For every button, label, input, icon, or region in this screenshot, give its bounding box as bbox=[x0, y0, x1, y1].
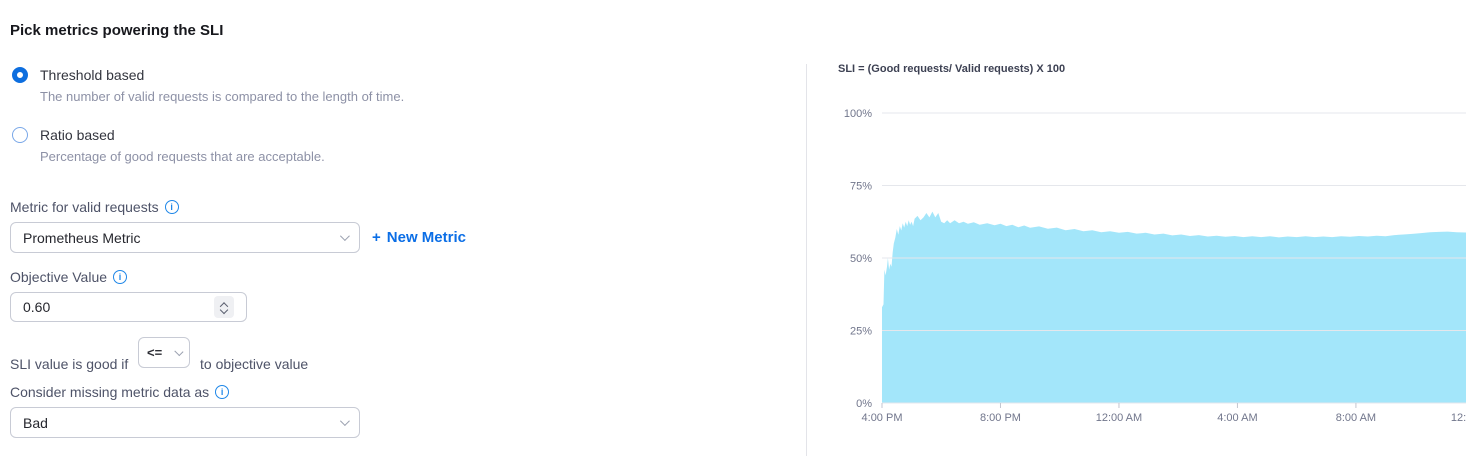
radio-option-threshold-based[interactable]: Threshold based bbox=[12, 67, 144, 83]
objective-value-input[interactable]: 0.60 bbox=[10, 292, 247, 322]
number-stepper[interactable] bbox=[214, 296, 234, 318]
missing-data-label-text: Consider missing metric data as bbox=[10, 384, 210, 400]
x-tick-label: 8:00 AM bbox=[1336, 412, 1376, 424]
x-tick-label: 4:00 AM bbox=[1217, 412, 1257, 424]
objective-value-text: 0.60 bbox=[23, 299, 51, 315]
radio-label[interactable]: Threshold based bbox=[40, 67, 145, 83]
radio-label[interactable]: Ratio based bbox=[40, 127, 115, 143]
y-tick-label: 0% bbox=[856, 398, 872, 410]
condition-prefix: SLI value is good if bbox=[10, 356, 129, 372]
chevron-down-icon bbox=[339, 416, 350, 427]
operator-value: <= bbox=[147, 345, 163, 360]
condition-suffix: to objective value bbox=[200, 356, 309, 372]
operator-select[interactable]: <= bbox=[138, 337, 190, 368]
x-tick-label: 8:00 PM bbox=[980, 412, 1021, 424]
radio-description: The number of valid requests is compared… bbox=[40, 89, 405, 104]
y-tick-label: 100% bbox=[844, 108, 872, 120]
metric-select[interactable]: Prometheus Metric bbox=[10, 222, 360, 253]
missing-data-select[interactable]: Bad bbox=[10, 407, 360, 438]
y-tick-label: 25% bbox=[850, 326, 872, 338]
radio-option-ratio-based[interactable]: Ratio based bbox=[12, 127, 115, 143]
page-title: Pick metrics powering the SLI bbox=[10, 22, 224, 39]
metric-field-label: Metric for valid requests i bbox=[10, 199, 179, 215]
missing-data-field-label: Consider missing metric data as i bbox=[10, 384, 230, 400]
info-icon[interactable]: i bbox=[215, 385, 230, 399]
metric-select-value: Prometheus Metric bbox=[23, 229, 141, 246]
chevron-down-icon bbox=[174, 346, 184, 356]
info-icon[interactable]: i bbox=[113, 270, 128, 284]
vertical-divider bbox=[806, 64, 807, 456]
radio-selected-icon[interactable] bbox=[12, 67, 28, 83]
sli-area-chart-svg: 0% 25% 50% 75% 100% 4:00 PM 8:00 PM 12:00 AM 4:0… bbox=[844, 108, 1466, 424]
radio-description: Percentage of good requests that are acc… bbox=[40, 149, 325, 164]
info-icon[interactable]: i bbox=[164, 200, 179, 214]
metric-field-label-text: Metric for valid requests bbox=[10, 199, 159, 215]
x-tick-label: 12:00 PM bbox=[1451, 412, 1466, 424]
y-tick-label: 75% bbox=[850, 181, 872, 193]
sli-chart: 0% 25% 50% 75% 100% 4:00 PM 8:00 PM 12:00 AM 4:0… bbox=[836, 100, 1466, 430]
objective-field-label: Objective Value i bbox=[10, 269, 128, 285]
chevron-down-icon bbox=[339, 231, 350, 242]
x-tick-label: 4:00 PM bbox=[862, 412, 903, 424]
objective-field-label-text: Objective Value bbox=[10, 269, 108, 285]
plus-icon: + bbox=[372, 229, 381, 246]
radio-unselected-icon[interactable] bbox=[12, 127, 28, 143]
new-metric-label: New Metric bbox=[386, 229, 466, 246]
chart-title: SLI = (Good requests/ Valid requests) X … bbox=[838, 63, 1066, 75]
sli-area-series bbox=[882, 211, 1466, 403]
new-metric-button[interactable]: + New Metric bbox=[372, 229, 466, 246]
missing-data-select-value: Bad bbox=[23, 414, 48, 431]
x-tick-label: 12:00 AM bbox=[1096, 412, 1142, 424]
y-tick-label: 50% bbox=[850, 253, 872, 265]
